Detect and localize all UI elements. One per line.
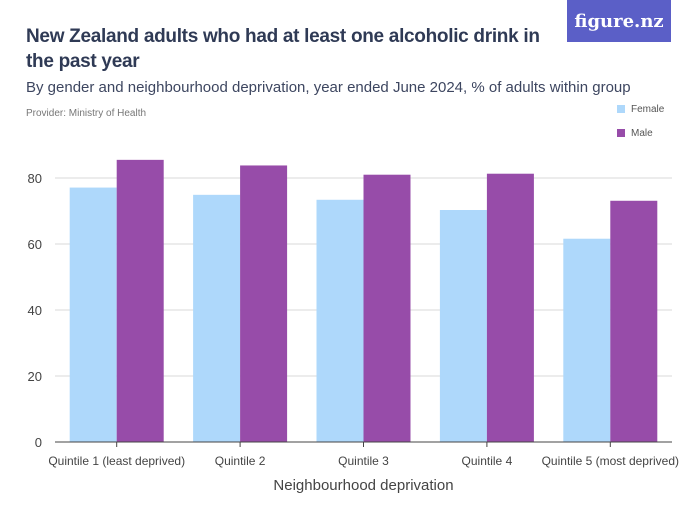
x-tick-label: Quintile 5 (most deprived) [542, 454, 679, 468]
bar-male [363, 174, 411, 442]
legend-item-female: Female [617, 97, 664, 121]
x-tick-label: Quintile 4 [462, 454, 513, 468]
chart-title: New Zealand adults who had at least one … [26, 26, 540, 72]
bar-female [563, 238, 611, 442]
legend-label: Female [631, 103, 665, 115]
figure-nz-logo[interactable]: figure.nz [567, 0, 671, 42]
y-tick-label: 20 [28, 369, 42, 384]
bar-female [193, 194, 241, 442]
legend-label: Male [631, 127, 653, 139]
y-tick-label: 60 [28, 237, 42, 252]
y-tick-label: 0 [35, 435, 42, 450]
bar-male [116, 159, 164, 442]
bar-male [610, 200, 658, 442]
legend-swatch-female [617, 105, 625, 113]
bar-male [240, 165, 288, 442]
y-tick-label: 80 [28, 171, 42, 186]
legend-swatch-male [617, 129, 625, 137]
x-axis-label: Neighbourhood deprivation [273, 477, 453, 494]
legend-item-male: Male [617, 121, 664, 145]
bar-female [69, 187, 117, 442]
provider-text: Provider: Ministry of Health [26, 108, 147, 119]
x-tick-label: Quintile 2 [215, 454, 266, 468]
chart-subtitle: By gender and neighbourhood deprivation,… [26, 79, 631, 96]
bar-male [486, 173, 534, 442]
bar-female [316, 199, 364, 442]
x-tick-label: Quintile 3 [338, 454, 389, 468]
x-tick-label: Quintile 1 (least deprived) [48, 454, 185, 468]
bar-female [439, 210, 487, 442]
legend: Female Male [617, 97, 664, 145]
y-tick-label: 40 [28, 303, 42, 318]
